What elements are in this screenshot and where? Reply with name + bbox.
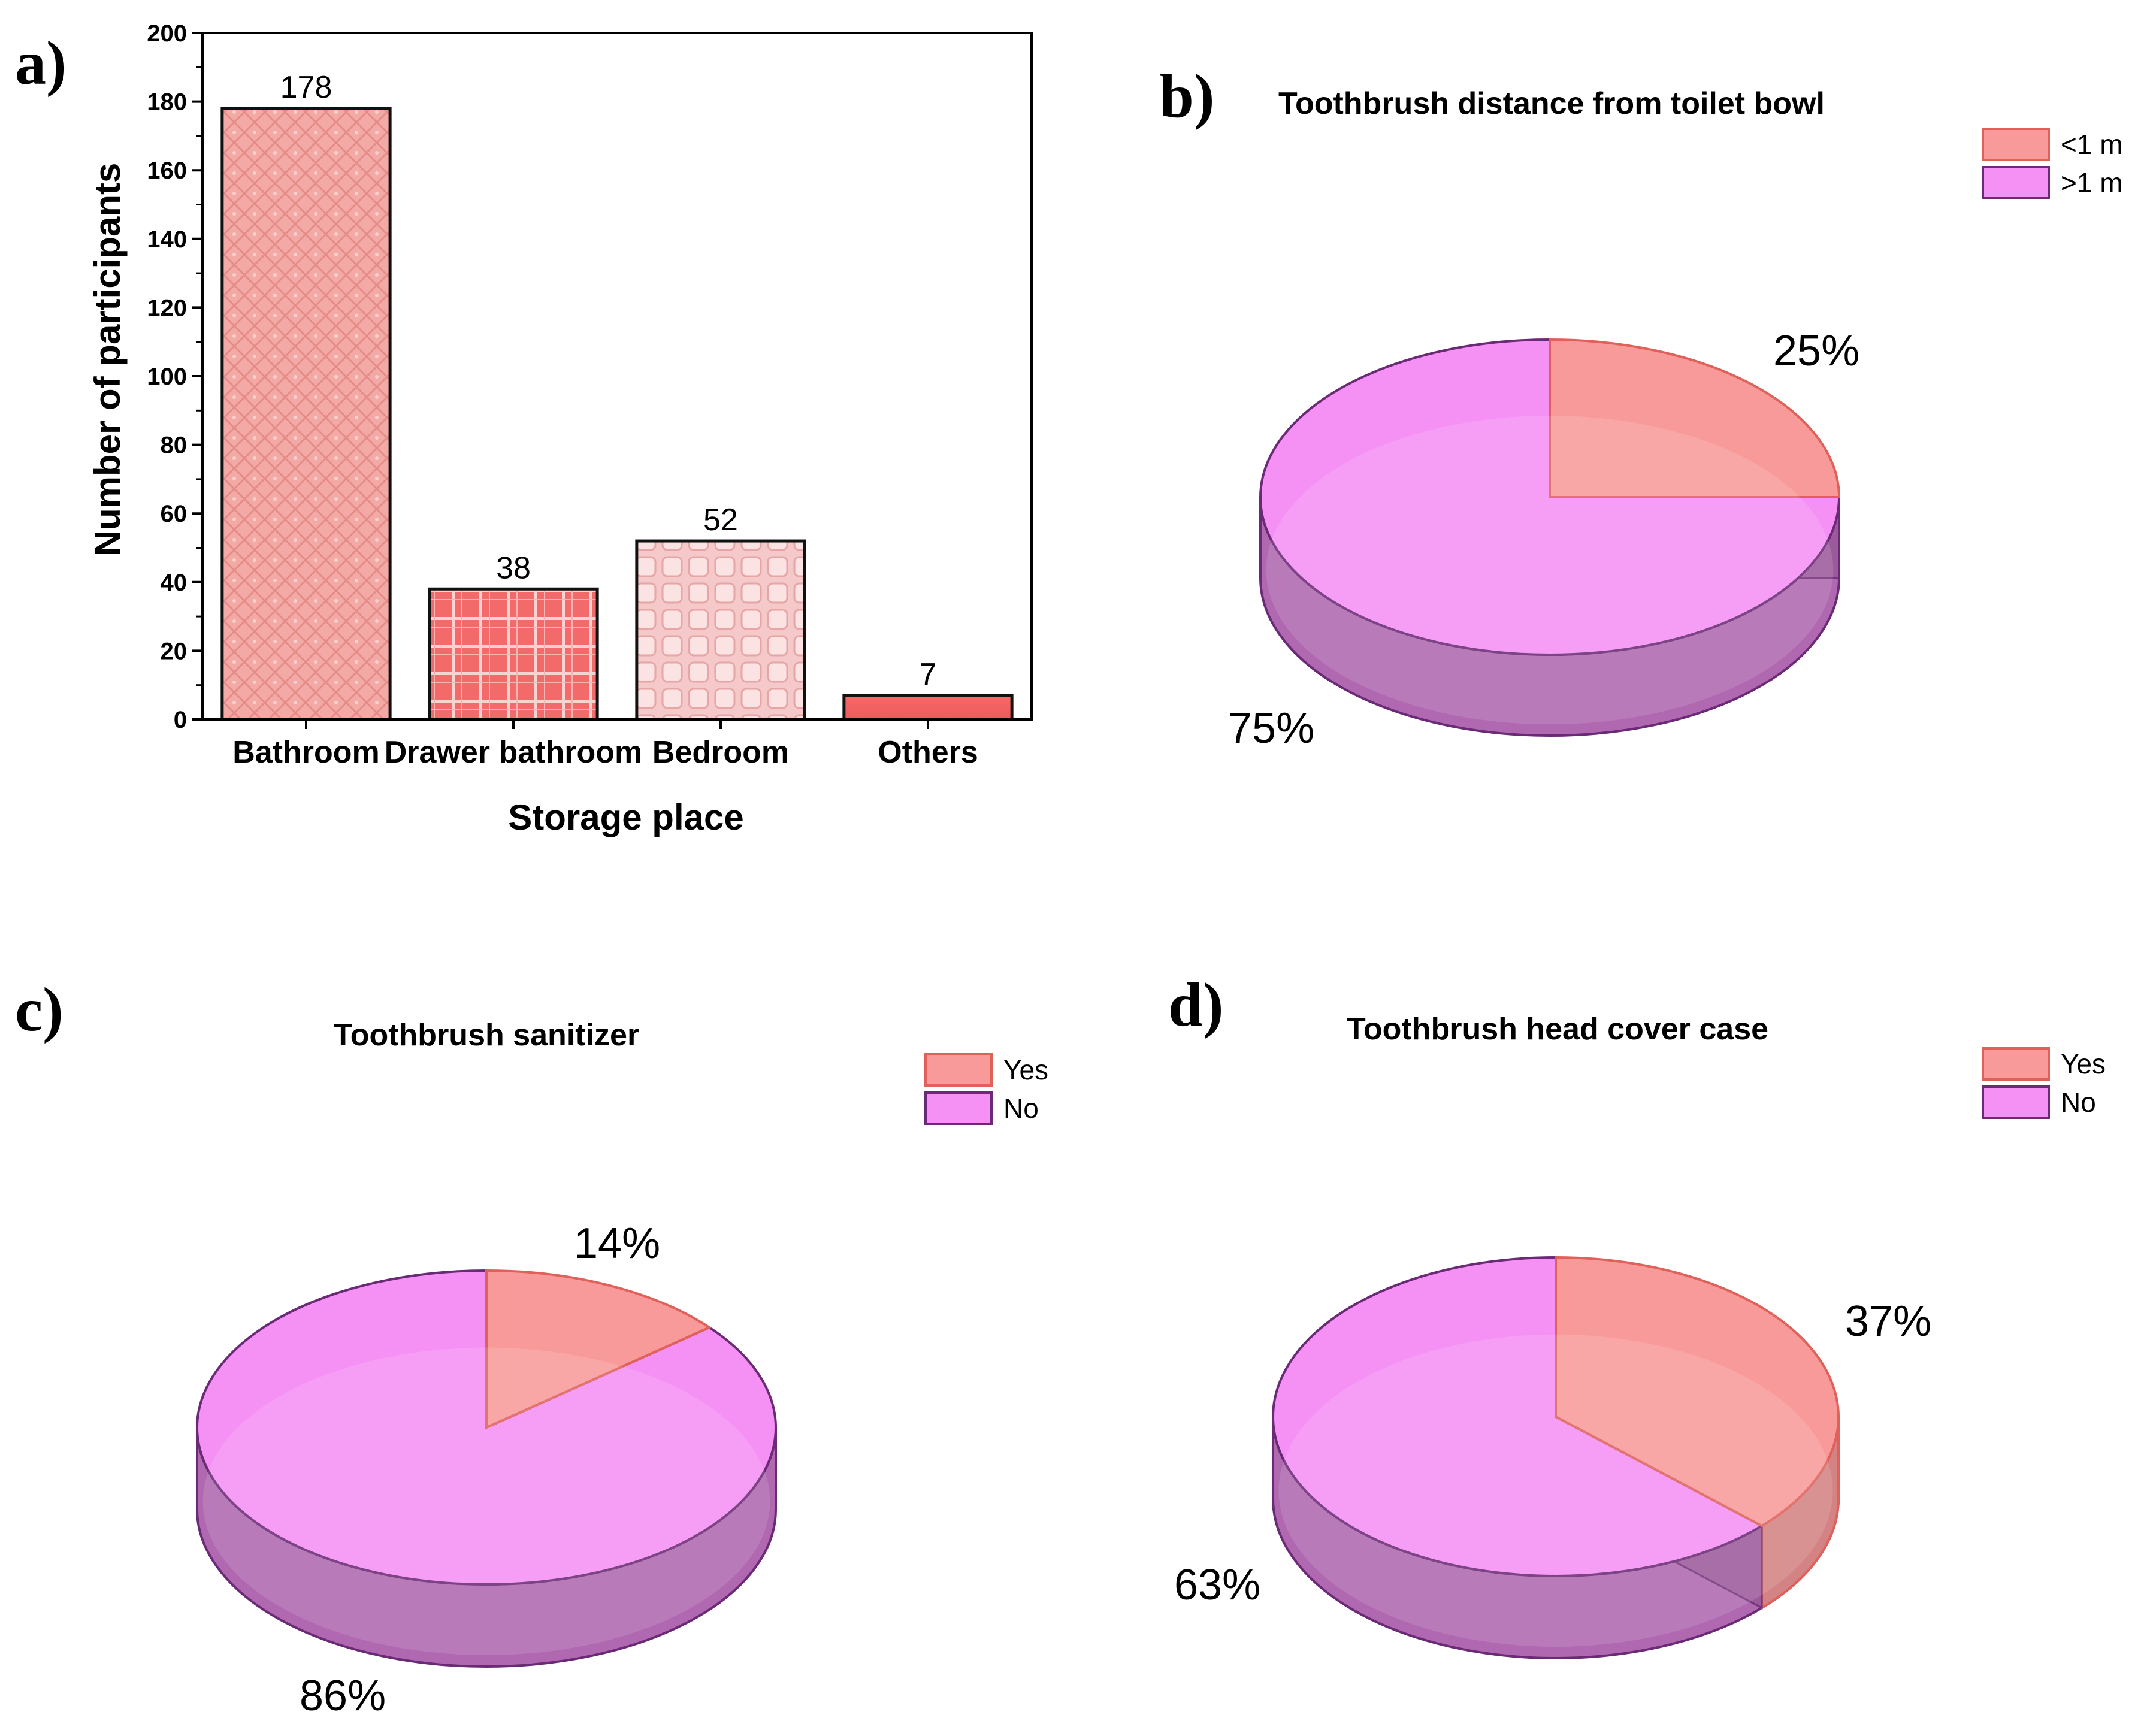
pie-title: Toothbrush sanitizer — [334, 1018, 639, 1053]
pie-percent-label: 25% — [1773, 327, 1859, 375]
legend-label: Yes — [1003, 1054, 1048, 1085]
y-tick-label: 200 — [147, 20, 187, 47]
bar-value-label: 178 — [280, 70, 332, 105]
y-axis-ticks: 0 20 40 60 80 100 120 140 160 180 200 — [147, 20, 202, 733]
pie-slice-1m — [1549, 338, 1841, 498]
legend-label: No — [2061, 1087, 2096, 1118]
panel-label-d: d) — [1168, 970, 1223, 1039]
pie-slice-yes — [485, 1269, 712, 1430]
pie-title: Toothbrush distance from toilet bowl — [1278, 86, 1825, 121]
legend-label: Yes — [2061, 1048, 2106, 1079]
panel-label-b: b) — [1159, 62, 1214, 131]
y-tick-label: 160 — [147, 158, 187, 184]
pie-percent-label: 14% — [574, 1220, 660, 1268]
bar-drawer-bathroom — [428, 587, 599, 721]
pie-percent-label: 63% — [1174, 1561, 1260, 1609]
y-tick-label: 100 — [147, 364, 187, 390]
legend-label: >1 m — [2061, 167, 2123, 198]
legend-swatch-no — [924, 1091, 993, 1125]
legend-swatch-yes — [1982, 1047, 2050, 1081]
y-tick-label: 40 — [161, 570, 188, 596]
bar-value-label: 38 — [496, 551, 531, 585]
y-tick-label: 120 — [147, 295, 187, 321]
legend-swatch-yes — [924, 1053, 993, 1087]
pie-slice-no — [1272, 1256, 1765, 1577]
panel-label-c: c) — [15, 975, 63, 1044]
bar-bathroom — [220, 107, 392, 721]
pie-highlight — [1266, 415, 1834, 725]
x-category-label: Drawer bathroom — [385, 735, 643, 770]
pie-title: Toothbrush head cover case — [1347, 1012, 1768, 1047]
panel-a-bar-chart: a) Number of participants Storage place … — [15, 20, 1033, 837]
bar-others — [842, 694, 1014, 721]
panel-label-a: a) — [15, 29, 67, 98]
legend-swatch-no — [1982, 1085, 2050, 1119]
x-category-label: Others — [878, 735, 978, 770]
y-tick-label: 60 — [161, 501, 188, 527]
bars — [220, 107, 1014, 729]
x-category-label: Bathroom — [232, 735, 380, 770]
pie-highlight — [202, 1347, 770, 1656]
pie-percent-label: 37% — [1845, 1298, 1931, 1345]
bar-value-label: 52 — [703, 503, 738, 537]
legend-label: No — [1003, 1093, 1039, 1124]
data-labels: 178 38 52 7 — [280, 70, 937, 692]
pie-slice-1m — [1259, 338, 1841, 656]
panel-d-pie-chart: d) Toothbrush head cover case Yes No 37% 63% — [1168, 970, 2106, 1659]
x-axis-label: Storage place — [508, 797, 744, 837]
pie-percent-label: 86% — [300, 1672, 386, 1720]
y-tick-label: 20 — [161, 638, 188, 664]
category-labels: Bathroom Drawer bathroom Bedroom Others — [232, 735, 978, 770]
panel-b-pie-chart: b) Toothbrush distance from toilet bowl <1… — [1159, 62, 2123, 752]
plot-frame — [201, 32, 1033, 721]
panel-c-pie-chart: c) Toothbrush sanitizer Yes No 14% 86% — [15, 975, 1048, 1720]
pie-percent-label: 75% — [1228, 704, 1314, 752]
bar-bedroom — [635, 539, 806, 721]
pie-highlight — [1278, 1334, 1833, 1647]
legend-swatch-1m — [1982, 128, 2050, 161]
y-tick-label: 180 — [147, 89, 187, 116]
y-tick-label: 140 — [147, 226, 187, 253]
bar-value-label: 7 — [920, 657, 937, 692]
y-tick-label: 0 — [174, 707, 187, 733]
x-category-label: Bedroom — [652, 735, 789, 770]
pie-slice-yes — [1555, 1256, 1840, 1528]
y-tick-label: 80 — [161, 433, 188, 459]
legend-label: <1 m — [2061, 129, 2123, 160]
y-axis-label: Number of participants — [87, 163, 128, 557]
legend-swatch-1m — [1982, 166, 2050, 199]
